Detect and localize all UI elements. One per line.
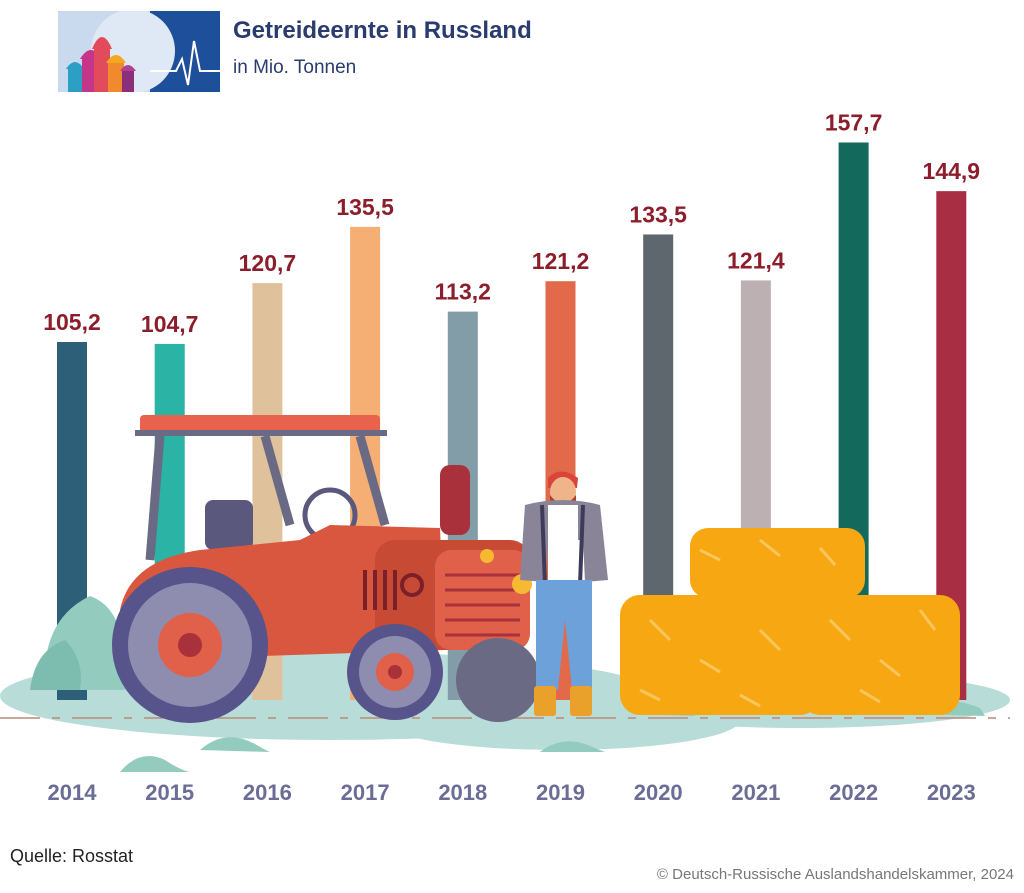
x-axis-labels: 2014 2015 2016 2017 2018 2019 2020 2021 2022 2023 [48,780,976,805]
year-label-2018: 2018 [438,780,487,805]
value-label-2018: 113,2 [435,279,491,305]
value-label-2021: 121,4 [727,247,785,273]
chart-title: Getreideernte in Russland [233,17,532,44]
year-label-2022: 2022 [829,780,878,805]
tractor [112,415,540,723]
year-label-2014: 2014 [48,780,98,805]
year-label-2023: 2023 [927,780,976,805]
value-label-2023: 144,9 [923,158,981,184]
hay-bales [620,528,960,715]
year-label-2020: 2020 [634,780,683,805]
year-label-2016: 2016 [243,780,292,805]
domes-heartbeat-logo [58,11,220,92]
value-label-2019: 121,2 [532,248,590,274]
value-label-2016: 120,7 [239,250,297,276]
chart-subtitle: in Mio. Tonnen [233,57,357,78]
value-label-2022: 157,7 [825,110,883,136]
source-note: Quelle: Rosstat [10,846,134,866]
value-label-2020: 133,5 [629,201,687,227]
year-label-2017: 2017 [341,780,390,805]
copyright-note: © Deutsch-Russische Auslandshandelskamme… [656,866,1014,883]
year-label-2019: 2019 [536,780,585,805]
farm-illustration [30,415,985,772]
value-label-2017: 135,5 [336,194,394,220]
value-label-2014: 105,2 [43,309,101,335]
year-label-2015: 2015 [145,780,194,805]
value-label-2015: 104,7 [141,311,199,337]
farmer [520,471,608,716]
year-label-2021: 2021 [731,780,780,805]
bush-left [30,596,126,690]
